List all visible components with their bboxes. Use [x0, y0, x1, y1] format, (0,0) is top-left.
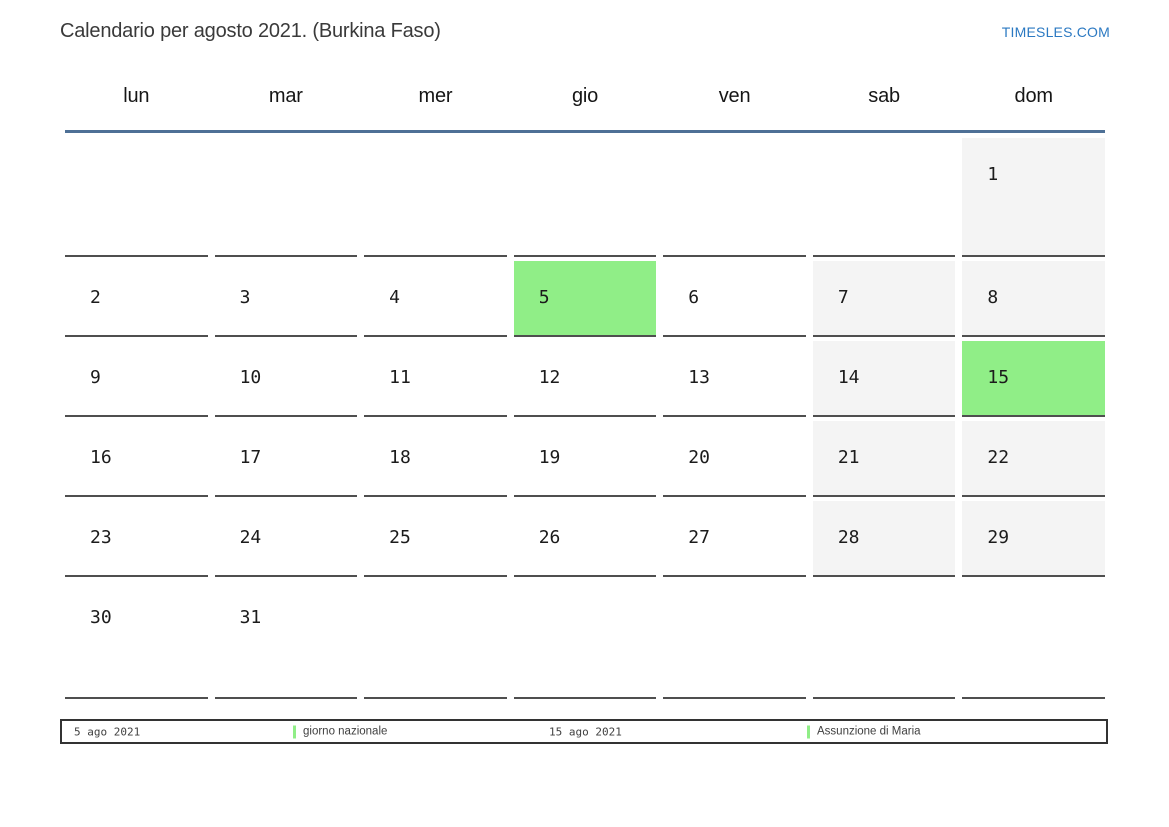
day-number: 8: [987, 287, 999, 308]
day-cell-3: 3: [214, 257, 358, 337]
day-number: 3: [239, 287, 251, 308]
day-cell-26: 26: [513, 497, 657, 577]
dow-lun: lun: [123, 85, 150, 107]
day-number: 13: [688, 367, 710, 388]
day-number: 16: [90, 447, 112, 468]
day-number: 28: [837, 527, 860, 548]
empty-cell: [663, 577, 806, 699]
empty-cell: [65, 134, 208, 257]
day-number: 4: [389, 287, 400, 308]
day-cell-6: 6: [663, 257, 806, 337]
day-cell-2: 2: [65, 257, 208, 337]
day-number: 15: [987, 367, 1010, 388]
calendar-grid: 1 2 3 4 5 6 7 8 9 10 11 12 13 14 15 16 17 18 19 20 21 22 23 24 2…: [65, 134, 1105, 699]
dow-sab: sab: [868, 85, 900, 107]
page-title: Calendario per agosto 2021. (Burkina Fas…: [60, 20, 441, 42]
day-cell-29: 29: [962, 497, 1105, 577]
day-number: 9: [90, 367, 101, 388]
day-cell-21: 21: [812, 417, 956, 497]
legend-date-text: 5 ago 2021: [74, 725, 141, 738]
day-cell-30: 30: [65, 577, 208, 699]
dow-gio: gio: [571, 85, 599, 107]
day-number: 19: [538, 447, 561, 468]
legend-label-text: giorno nazionale: [303, 725, 388, 738]
day-number: 24: [239, 527, 262, 548]
empty-cell: [812, 134, 956, 257]
dow-dom: dom: [1014, 85, 1054, 107]
day-number: 22: [987, 447, 1010, 468]
day-number: 1: [987, 164, 999, 185]
empty-cell: [364, 134, 507, 257]
empty-cell: [513, 577, 657, 699]
empty-cell: [513, 134, 657, 257]
day-number: 31: [239, 607, 262, 628]
legend-date-text: 15 ago 2021: [549, 725, 622, 738]
empty-cell: [214, 134, 358, 257]
day-of-week-header-row: lun mar mer gio ven sab dom: [65, 85, 1105, 108]
dow-mer: mer: [418, 85, 453, 107]
day-number: 18: [389, 447, 411, 468]
day-number: 7: [837, 287, 849, 308]
day-number: 30: [90, 607, 112, 628]
day-number: 17: [239, 447, 262, 468]
day-cell-15: 15: [962, 337, 1105, 417]
day-number: 12: [538, 367, 561, 388]
day-cell-16: 16: [65, 417, 208, 497]
legend-date-1: 5 ago 2021: [74, 725, 140, 738]
header-divider-line: [65, 130, 1105, 133]
day-cell-17: 17: [214, 417, 358, 497]
dow-mar: mar: [268, 85, 303, 107]
empty-cell: [364, 577, 507, 699]
day-number: 10: [239, 367, 262, 388]
day-cell-4: 4: [364, 257, 507, 337]
site-link[interactable]: TIMESLES.COM: [1001, 24, 1110, 40]
dow-ven: ven: [718, 85, 751, 107]
day-number: 23: [90, 527, 112, 548]
day-cell-7: 7: [812, 257, 956, 337]
day-cell-12: 12: [513, 337, 657, 417]
day-number: 5: [538, 287, 550, 308]
day-number: 11: [389, 367, 411, 388]
day-cell-13: 13: [663, 337, 806, 417]
day-cell-19: 19: [513, 417, 657, 497]
day-cell-24: 24: [214, 497, 358, 577]
day-cell-8: 8: [962, 257, 1105, 337]
day-number: 26: [538, 527, 561, 548]
day-number: 2: [90, 287, 101, 308]
day-number: 25: [389, 527, 411, 548]
day-cell-9: 9: [65, 337, 208, 417]
legend-marker-icon: [293, 725, 296, 738]
empty-cell: [812, 577, 956, 699]
day-number: 27: [688, 527, 710, 548]
day-cell-5: 5: [513, 257, 657, 337]
day-number: 29: [987, 527, 1010, 548]
day-number: 14: [837, 367, 860, 388]
day-number: 21: [837, 447, 860, 468]
day-cell-14: 14: [812, 337, 956, 417]
day-cell-20: 20: [663, 417, 806, 497]
day-cell-28: 28: [812, 497, 956, 577]
day-cell-11: 11: [364, 337, 507, 417]
day-number: 20: [688, 447, 710, 468]
day-cell-25: 25: [364, 497, 507, 577]
legend-label-text: Assunzione di Maria: [817, 725, 921, 738]
day-cell-23: 23: [65, 497, 208, 577]
empty-cell: [962, 577, 1105, 699]
legend-date-2: 15 ago 2021: [549, 725, 622, 738]
day-cell-22: 22: [962, 417, 1105, 497]
day-cell-1: 1: [962, 134, 1105, 257]
day-cell-31: 31: [214, 577, 358, 699]
legend-marker-icon: [807, 725, 810, 738]
empty-cell: [663, 134, 806, 257]
day-cell-18: 18: [364, 417, 507, 497]
legend-entry-2: Assunzione di Maria: [807, 725, 921, 738]
day-cell-10: 10: [214, 337, 358, 417]
holiday-legend: 5 ago 2021 giorno nazionale 15 ago 2021 …: [60, 719, 1108, 744]
day-cell-27: 27: [663, 497, 806, 577]
day-number: 6: [688, 287, 700, 308]
legend-entry-1: giorno nazionale: [293, 725, 387, 738]
